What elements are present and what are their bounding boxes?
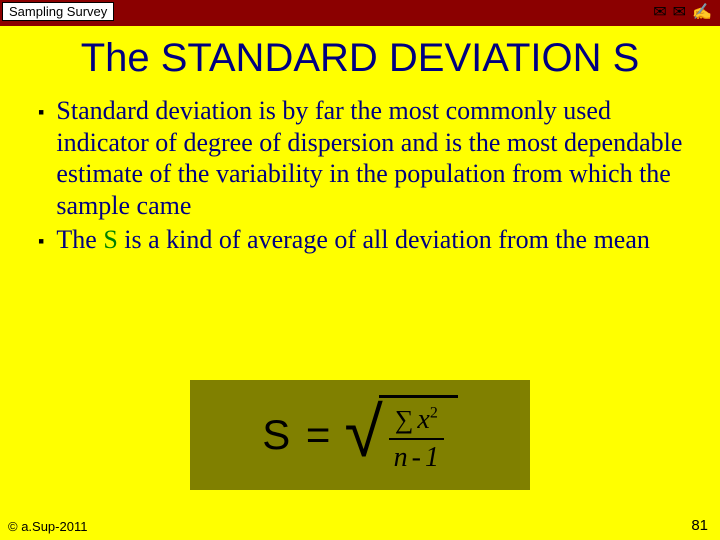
bullet-highlight: S	[103, 225, 117, 254]
slide-title: The STANDARD DEVIATION S	[0, 36, 720, 81]
formula-lhs: S =	[262, 411, 332, 459]
denominator-var: n	[394, 442, 408, 473]
envelope-icon: ✉	[653, 2, 666, 22]
envelope-icon: ✉	[673, 2, 686, 22]
bullet-text-post: is a kind of average of all deviation fr…	[118, 225, 650, 254]
formula-box: S = √ ∑x2 n-1	[190, 380, 530, 490]
radical: √ ∑x2 n-1	[344, 395, 457, 476]
pencil-icon: ✍	[692, 2, 712, 22]
bullet-item: ▪ The S is a kind of average of all devi…	[38, 224, 696, 256]
denominator-const: 1	[425, 442, 439, 473]
formula: S = √ ∑x2 n-1	[262, 395, 458, 476]
numerator: ∑x2	[389, 404, 444, 440]
page-number: 81	[691, 517, 708, 534]
bullet-text: Standard deviation is by far the most co…	[56, 95, 696, 222]
bullet-text: The S is a kind of average of all deviat…	[56, 224, 696, 256]
bullet-mark-icon: ▪	[38, 231, 44, 253]
bullet-mark-icon: ▪	[38, 102, 44, 124]
footer-copyright: © a.Sup-2011	[8, 519, 87, 534]
denominator-op: -	[412, 442, 421, 473]
bullet-list: ▪ Standard deviation is by far the most …	[0, 95, 720, 256]
header-label: Sampling Survey	[2, 2, 114, 21]
numerator-var: x	[417, 404, 429, 435]
numerator-exp: 2	[430, 404, 438, 421]
radical-sign-icon: √	[344, 401, 382, 482]
bullet-item: ▪ Standard deviation is by far the most …	[38, 95, 696, 222]
header-bar: Sampling Survey ✉ ✉ ✍	[0, 0, 720, 26]
fraction: ∑x2 n-1	[379, 395, 458, 476]
sum-symbol: ∑	[395, 405, 414, 434]
bullet-text-pre: The	[56, 225, 103, 254]
denominator: n-1	[394, 440, 439, 474]
header-icons: ✉ ✉ ✍	[653, 2, 712, 22]
